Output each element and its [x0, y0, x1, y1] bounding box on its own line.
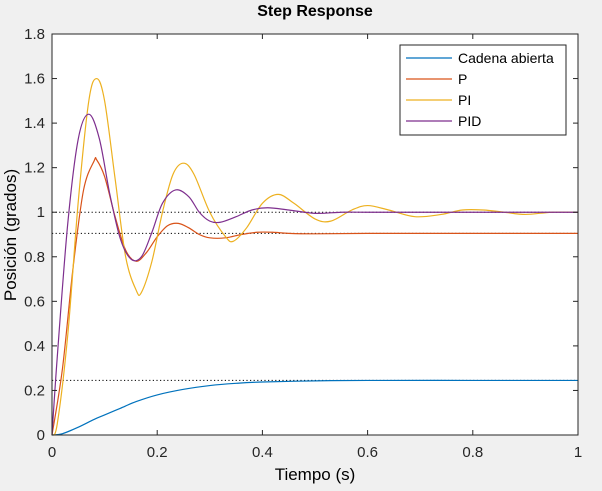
- axis-ticks: 0 0.2 0.4 0.6 0.8 1 0 0.2 0.4 0.6 0.8 1 1.2 1.4 1.6 1.8: [24, 26, 582, 461]
- series-line-p: [51, 156, 578, 436]
- x-axis-label: Tiempo (s): [275, 465, 356, 484]
- y-tick-label: 1.2: [24, 160, 45, 177]
- y-tick-label: 0.8: [24, 249, 45, 266]
- y-tick-label: 1: [37, 204, 45, 221]
- series-line-cadena-abierta: [51, 379, 578, 436]
- x-tick-label: 1: [574, 444, 582, 461]
- y-tick-label: 1.8: [24, 26, 45, 43]
- legend-label: Cadena abierta: [458, 50, 554, 66]
- x-tick-label: 0.8: [462, 444, 483, 461]
- y-tick-label: 0.2: [24, 382, 45, 399]
- y-tick-label: 0.4: [24, 338, 45, 355]
- y-tick-label: 0.6: [24, 293, 45, 310]
- legend: Cadena abierta P PI PID: [399, 44, 567, 136]
- legend-label: PID: [458, 113, 481, 129]
- series-line-pid: [51, 113, 578, 436]
- x-tick-label: 0.2: [147, 444, 168, 461]
- legend-label: PI: [458, 92, 471, 108]
- chart-title: Step Response: [257, 3, 373, 20]
- legend-box: [399, 44, 567, 136]
- x-tick-label: 0.6: [357, 444, 378, 461]
- x-tick-label: 0: [48, 444, 56, 461]
- y-axis-label: Posición (grados): [1, 169, 20, 301]
- axes-box: [51, 33, 579, 436]
- y-tick-label: 1.6: [24, 71, 45, 88]
- legend-label: P: [458, 71, 467, 87]
- series-line-pi: [51, 77, 579, 436]
- series-layer: [51, 77, 579, 436]
- y-tick-label: 0: [37, 427, 45, 444]
- y-tick-label: 1.4: [24, 115, 45, 132]
- x-tick-label: 0.4: [252, 444, 273, 461]
